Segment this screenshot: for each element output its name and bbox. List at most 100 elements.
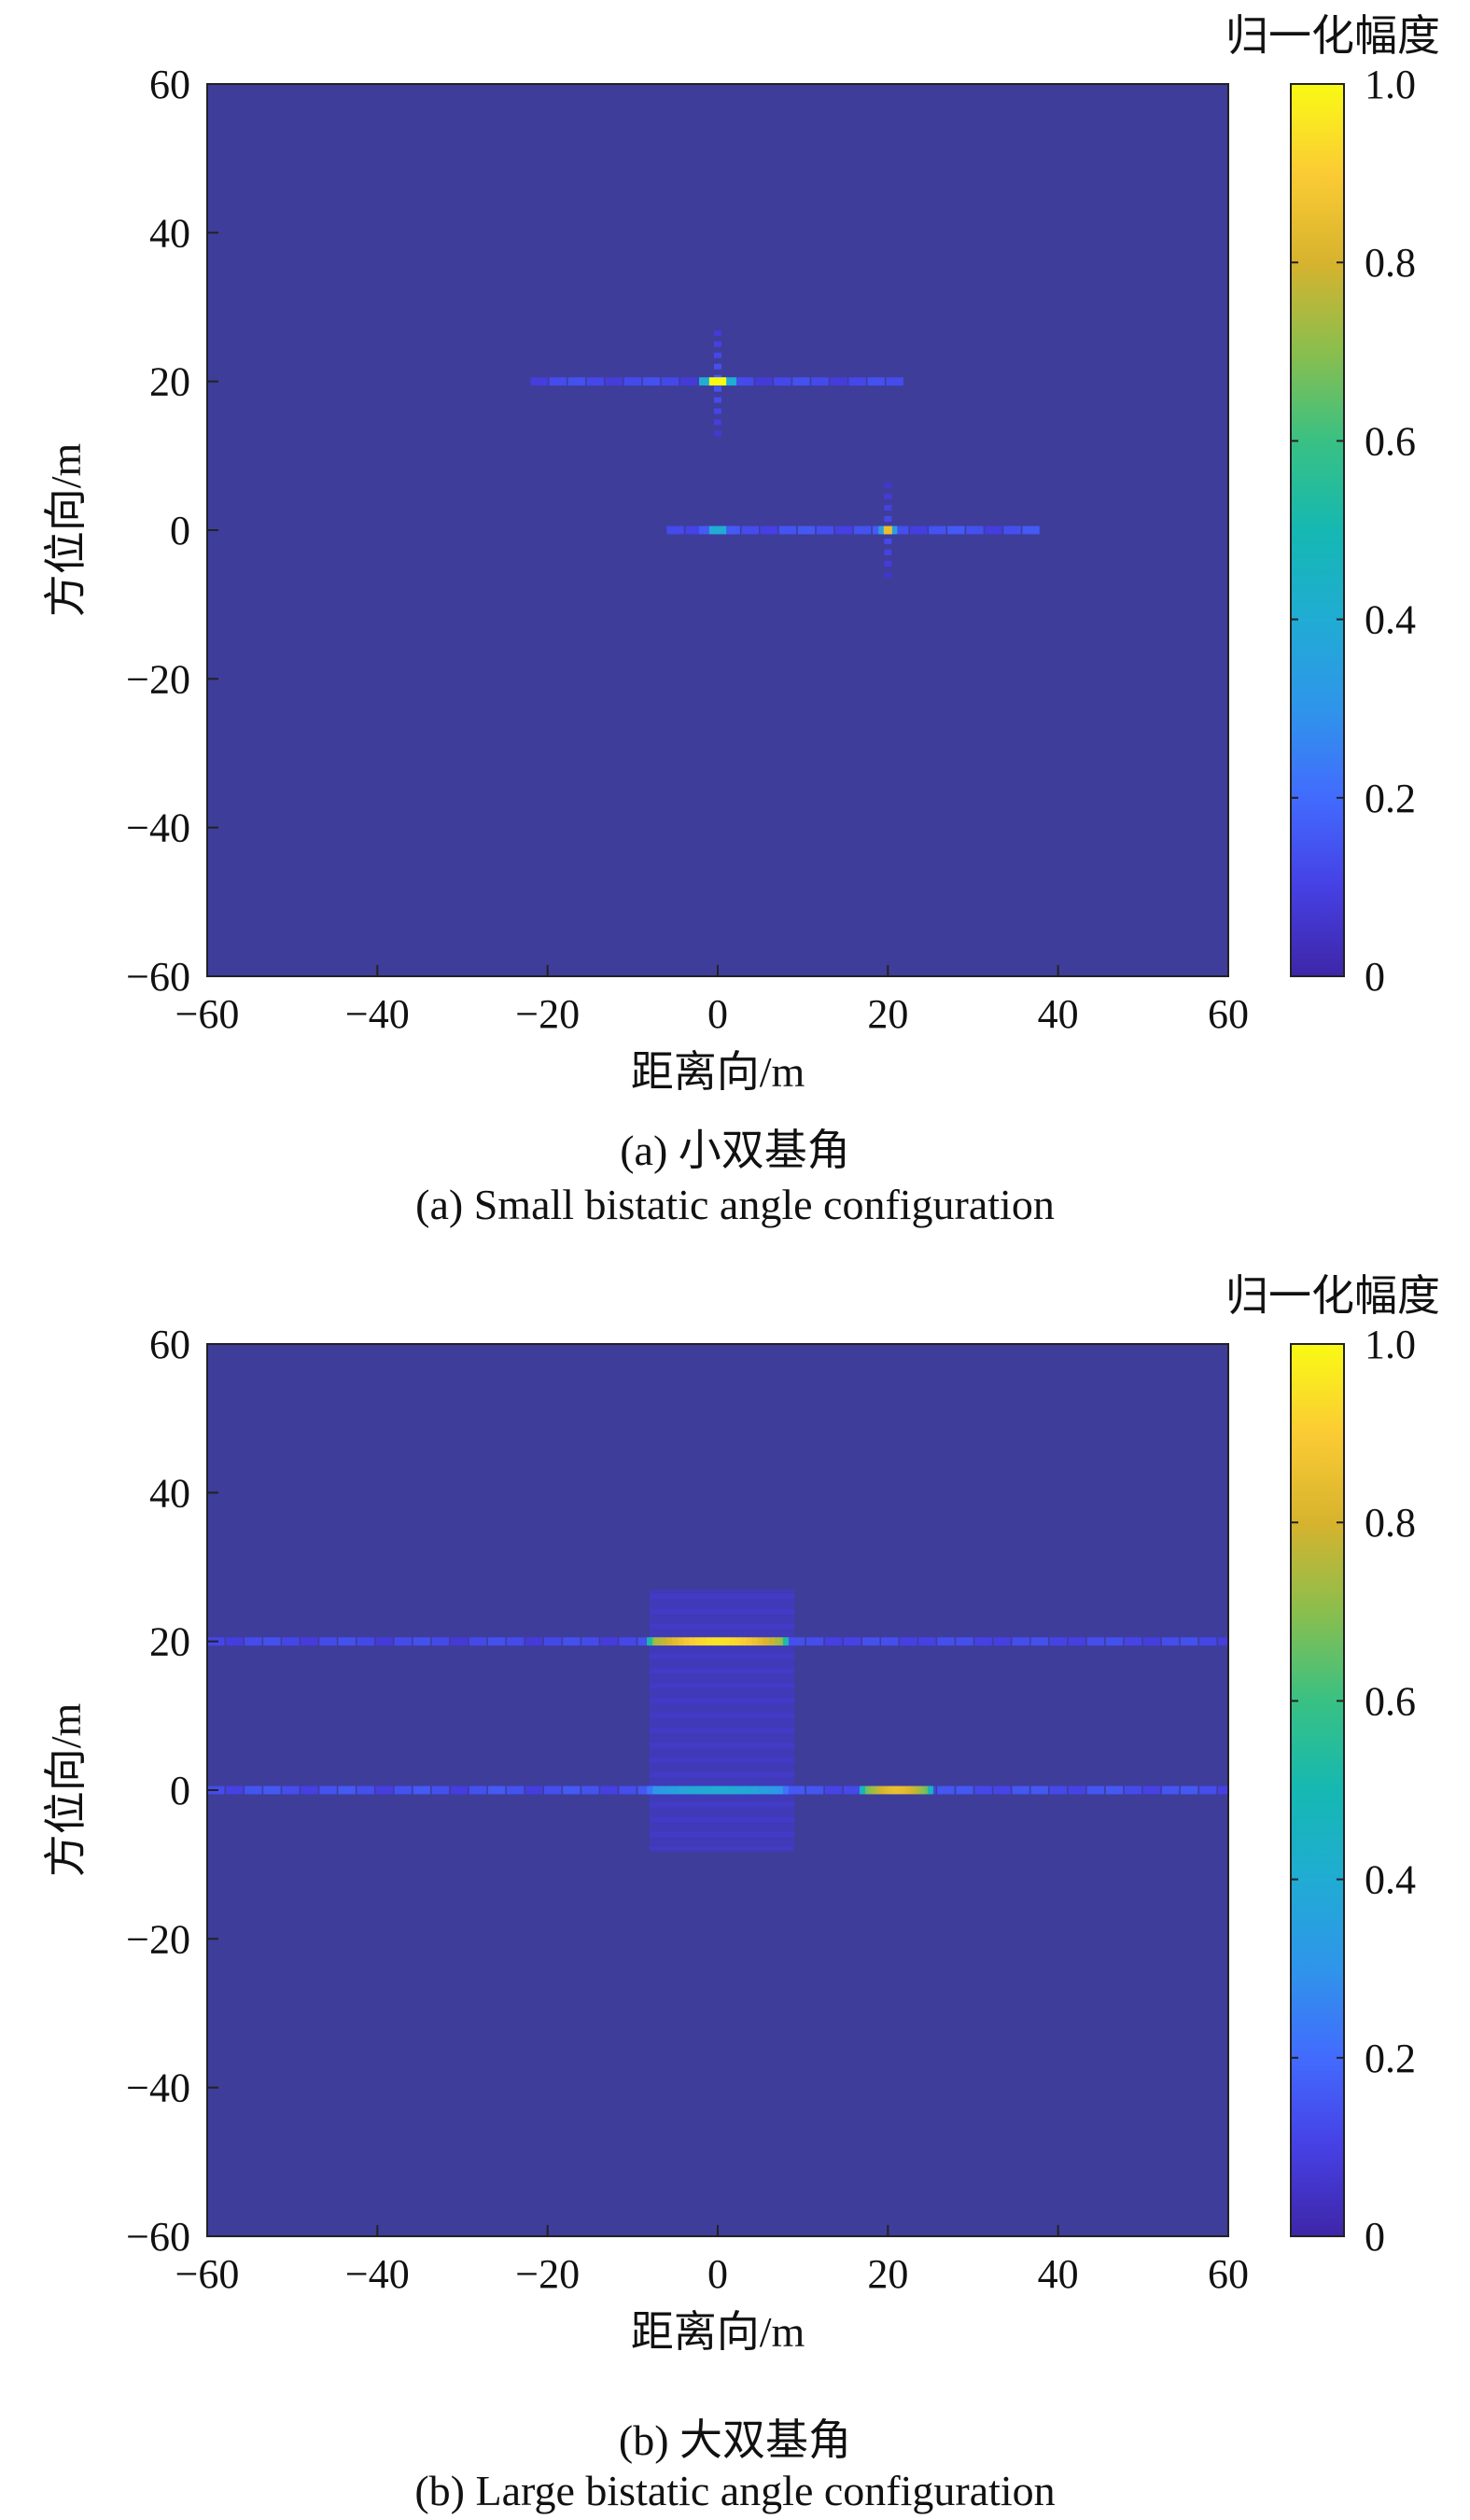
- panel-b-target-2-cell: [871, 1785, 875, 1795]
- panel-b-target-0-cell: [746, 1637, 753, 1646]
- panel-b-sidelobe-0-cell: [563, 1637, 581, 1646]
- panel-b-colorbar: [1290, 1343, 1345, 2237]
- panel-b-sidelobe-0-cell: [450, 1637, 469, 1646]
- panel-b-target-1-cell: [735, 1785, 741, 1795]
- panel-b-leakage-row: [650, 1593, 795, 1600]
- panel-b-sidelobe-1-cell: [394, 1785, 413, 1795]
- panel-b-leakage-row: [650, 1668, 795, 1673]
- panel-b-sidelobe-1-cell: [1068, 1785, 1086, 1795]
- panel-b-target-0-cell: [683, 1637, 691, 1646]
- panel-b-sidelobe-1-cell: [469, 1785, 487, 1795]
- panel-b-target-0-cell: [757, 1637, 764, 1646]
- panel-b-sidelobe-1-cell: [1012, 1785, 1029, 1795]
- panel-b-sidelobe-1-cell: [319, 1785, 337, 1795]
- panel-a-sidelobe-1-cell: [797, 525, 816, 535]
- panel-b-ytick-label: 20: [149, 1619, 190, 1665]
- panel-b-sidelobe-0-cell: [506, 1637, 525, 1646]
- panel-a-vsidelobe-0-cell: [714, 352, 721, 358]
- panel-b-leakage-row: [650, 1831, 795, 1838]
- panel-b-sidelobe-0-cell: [787, 1637, 805, 1646]
- panel-a-sidelobe-0-cell: [774, 377, 791, 386]
- panel-a-target-0-peak: [708, 377, 727, 386]
- panel-b-sidelobe-1-cell: [431, 1785, 450, 1795]
- panel-a-sidelobe-0-cell: [848, 377, 866, 386]
- panel-b-sidelobe-1-cell: [563, 1785, 581, 1795]
- panel-b-heatmap-content: [207, 1589, 1228, 1853]
- panel-b-target-0-cell: [678, 1637, 685, 1646]
- panel-b-sidelobe-1-cell: [581, 1785, 599, 1795]
- panel-a-xtick-label: 40: [1038, 991, 1079, 1037]
- panel-a-xtick-label: 60: [1208, 991, 1249, 1037]
- panel-a-vsidelobe-0-cell: [714, 397, 721, 403]
- panel-b-sidelobe-1-cell: [301, 1785, 318, 1795]
- panel-b-sidelobe-0-cell: [1142, 1637, 1161, 1646]
- panel-b-sidelobe-1-cell: [338, 1785, 356, 1795]
- panel-a-sidelobe-0-cell: [679, 377, 698, 386]
- panel-b-target-2-cell: [865, 1785, 869, 1795]
- panel-b-target-2-cell: [896, 1785, 901, 1795]
- panel-b-ytick-label: 0: [170, 1768, 190, 1813]
- caption-b-zh: (b) 大双基角: [618, 2416, 852, 2464]
- panel-b-ytick-label: −60: [126, 2214, 190, 2260]
- panel-b-target-2-cell: [921, 1785, 926, 1795]
- panel-b-colorbar-tick-label: 0.2: [1365, 2036, 1416, 2081]
- panel-b-sidelobe-1-cell: [843, 1785, 861, 1795]
- panel-b-sidelobe-1-cell: [525, 1785, 543, 1795]
- panel-a-sidelobe-1-cell: [741, 525, 759, 535]
- panel-b-sidelobe-0-cell: [861, 1637, 880, 1646]
- panel-a-vsidelobe-0-cell: [714, 408, 721, 414]
- panel-b-target-1-cell: [763, 1785, 770, 1795]
- panel-b-sidelobe-0-cell: [974, 1637, 992, 1646]
- panel-b-target-2-edge: [927, 1785, 933, 1795]
- panel-a-vsidelobe-0-cell: [714, 363, 721, 370]
- panel-b-sidelobe-1-cell: [282, 1785, 300, 1795]
- caption-a-en: (a) Small bistatic angle configuration: [415, 1181, 1055, 1228]
- panel-b-target-2-cell: [888, 1785, 891, 1795]
- panel-a-sidelobe-1-cell: [816, 525, 834, 535]
- panel-b-sidelobe-0-cell: [1161, 1637, 1180, 1646]
- panel-a-ytick-label: 20: [149, 359, 190, 405]
- caption-b-en: (b) Large bistatic angle configuration: [414, 2467, 1056, 2514]
- panel-b-target-0-cell: [711, 1637, 719, 1646]
- panel-b-leakage-row: [650, 1743, 795, 1748]
- panel-b-target-2-cell: [904, 1785, 909, 1795]
- panel-b-sidelobe-0-cell: [338, 1637, 356, 1646]
- panel-a-sidelobe-0-cell: [830, 377, 847, 386]
- panel-b-target-1-cell: [700, 1785, 707, 1795]
- panel-b-target-0-cell: [768, 1637, 776, 1646]
- panel-b-colorbar-tick-label: 0: [1365, 2214, 1385, 2260]
- panel-b-xtick-label: −60: [175, 2251, 240, 2297]
- panel-b-target-0-cell: [672, 1637, 679, 1646]
- panel-b-target-0-cell: [655, 1637, 662, 1646]
- caption-a-zh: (a) 小双基角: [620, 1127, 850, 1174]
- panel-a-vsidelobe-1-cell: [884, 538, 892, 544]
- panel-a-vsidelobe-1-cell: [884, 505, 892, 511]
- panel-b-sidelobe-0-cell: [993, 1637, 1011, 1646]
- panel-b-target-2-cell: [879, 1785, 883, 1795]
- panel-b-leakage-row: [650, 1816, 795, 1823]
- panel-b-sidelobe-0-cell: [1199, 1637, 1217, 1646]
- panel-a-sidelobe-0-cell: [605, 377, 623, 386]
- panel-a-colorbar-tick-label: 0: [1365, 954, 1385, 1000]
- panel-b-sidelobe-0-cell: [1105, 1637, 1124, 1646]
- panel-b-target-2-cell: [910, 1785, 915, 1795]
- panel-b-target-1-cell: [650, 1785, 656, 1795]
- panel-b-target-2-cell: [876, 1785, 880, 1795]
- panel-b-leakage-row: [650, 1757, 795, 1763]
- panel-b-sidelobe-1-cell: [787, 1785, 805, 1795]
- panel-a-sidelobe-0-cell: [755, 377, 773, 386]
- panel-b-sidelobe-0-cell: [431, 1637, 450, 1646]
- panel-a-colorbar-label: 归一化幅度: [1225, 12, 1440, 60]
- panel-b-target-2-cell: [902, 1785, 906, 1795]
- panel-a-sidelobe-1-cell: [1003, 525, 1021, 535]
- panel-a-vsidelobe-0-cell: [714, 329, 721, 336]
- panel-a-vsidelobe-1-cell: [884, 571, 892, 578]
- panel-a-ytick-label: 40: [149, 210, 190, 256]
- panel-b-target-1-cell: [768, 1785, 776, 1795]
- panel-a-colorbar-tick-label: 1.0: [1365, 62, 1416, 107]
- panel-b-sidelobe-0-cell: [263, 1637, 281, 1646]
- panel-a-xtick-label: 20: [867, 991, 908, 1037]
- panel-a-vsidelobe-0-cell: [714, 385, 721, 392]
- panel-b-target-1-cell: [774, 1785, 781, 1795]
- panel-b-sidelobe-1-cell: [375, 1785, 393, 1795]
